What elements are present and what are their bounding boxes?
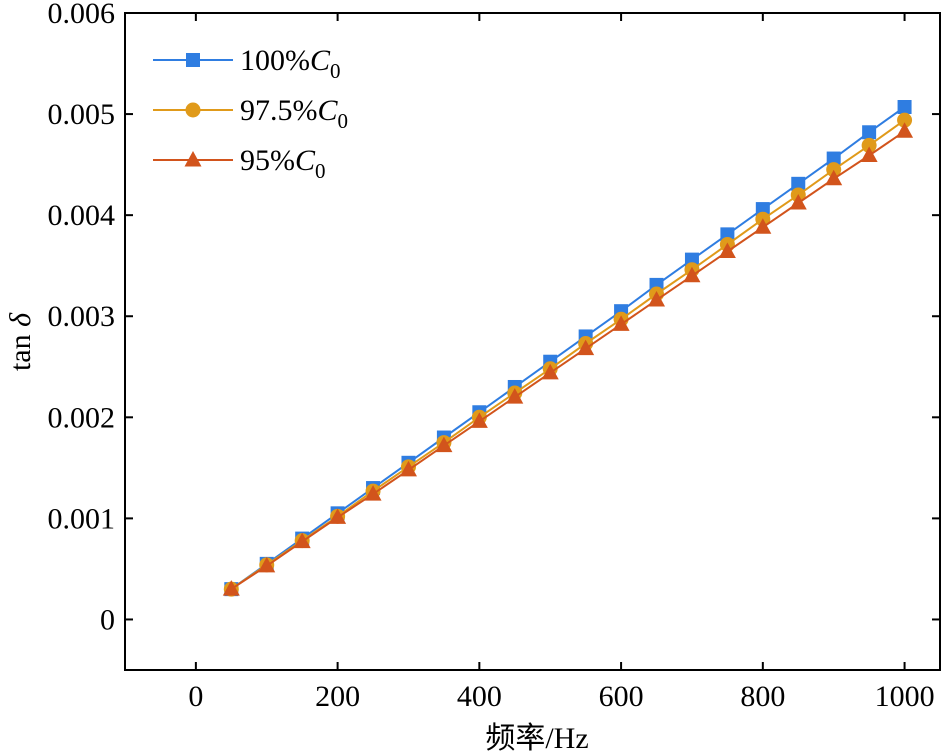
y-tick-label: 0.006	[48, 0, 116, 30]
data-point	[718, 242, 736, 259]
y-tick-label: 0.002	[48, 401, 116, 434]
data-point	[826, 162, 842, 178]
y-tick-label: 0.004	[48, 199, 116, 232]
data-point	[897, 112, 913, 128]
data-point	[541, 363, 559, 380]
x-tick-label: 200	[315, 680, 360, 713]
legend-marker	[185, 102, 201, 118]
y-axis-title: tan δ	[4, 312, 37, 371]
data-point	[435, 436, 453, 453]
y-axis-title-symbol: δ	[4, 312, 37, 327]
data-point	[329, 508, 347, 524]
y-tick-label: 0	[100, 603, 115, 636]
legend: 100%C0 97.5%C0 95%C0	[153, 44, 348, 183]
data-point	[826, 151, 841, 166]
data-point	[896, 122, 914, 138]
x-tick-label: 0	[188, 680, 203, 713]
axis-ticks: 0 200 400 600 800 1000 0 0.001 0.002 0.003 0.004 0.…	[48, 0, 940, 713]
legend-marker	[186, 53, 200, 67]
data-point	[862, 125, 877, 140]
legend-item: 100%C0	[153, 44, 341, 83]
data-point	[683, 266, 701, 283]
data-point	[825, 169, 843, 186]
legend-label: 100%C0	[240, 44, 341, 83]
legend-item: 97.5%C0	[153, 94, 348, 133]
plot-frame	[124, 12, 941, 671]
data-point	[470, 412, 488, 428]
data-point	[612, 315, 630, 331]
x-tick-label: 1000	[875, 680, 935, 713]
data-point	[897, 100, 912, 115]
y-tick-label: 0.005	[48, 98, 116, 131]
data-point	[648, 291, 666, 307]
data-point	[861, 137, 877, 153]
data-point	[506, 388, 524, 404]
y-tick-label: 0.003	[48, 300, 116, 333]
legend-marker	[184, 151, 202, 167]
data-point	[789, 194, 807, 210]
series-3	[222, 122, 914, 596]
x-tick-label: 800	[740, 680, 785, 713]
data-point	[364, 485, 382, 501]
y-tick-label: 0.001	[48, 502, 116, 535]
data-point	[791, 176, 806, 191]
x-tick-label: 600	[599, 680, 644, 713]
legend-item: 95%C0	[153, 144, 326, 183]
x-axis-title: 频率/Hz	[485, 722, 588, 755]
data-point	[399, 460, 417, 477]
legend-label: 95%C0	[240, 144, 326, 183]
data-point	[860, 146, 878, 163]
data-point	[258, 556, 276, 573]
data-point	[577, 339, 595, 356]
data-point	[222, 580, 240, 596]
data-point	[293, 532, 311, 549]
legend-label: 97.5%C0	[240, 94, 348, 133]
data-point	[754, 218, 772, 234]
x-tick-label: 400	[457, 680, 502, 713]
y-axis-title-base: tan	[4, 327, 37, 371]
series-layer	[222, 100, 914, 597]
series-1	[224, 100, 912, 597]
